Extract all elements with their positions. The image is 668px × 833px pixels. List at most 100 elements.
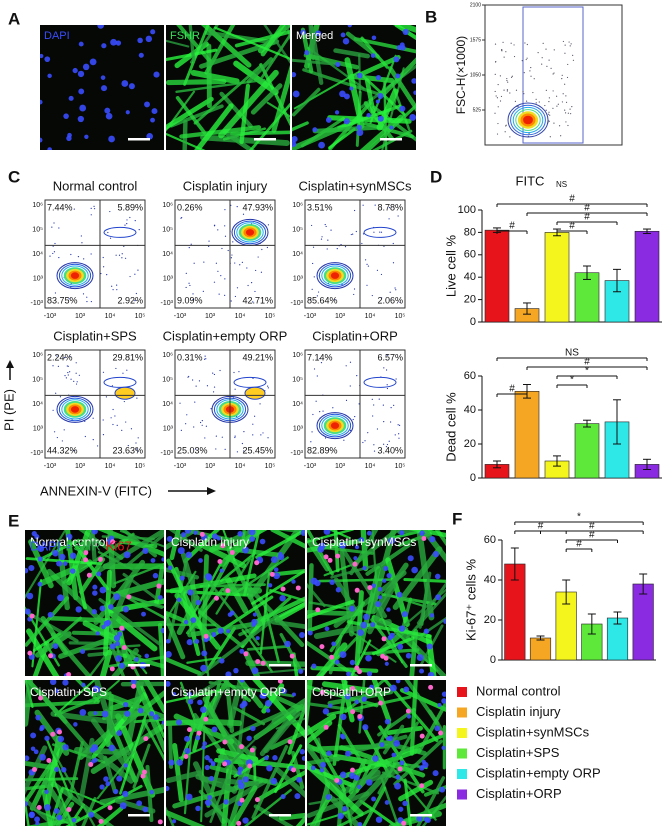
event xyxy=(138,437,139,438)
nucleus xyxy=(137,38,143,44)
quadrant-value: 3.40% xyxy=(377,445,403,455)
event xyxy=(569,41,570,42)
significance: # xyxy=(538,521,544,532)
quadrant-value: 9.09% xyxy=(177,295,203,305)
event xyxy=(194,401,195,402)
ki67 xyxy=(240,798,245,803)
event xyxy=(121,430,122,431)
y-tick-label: 40 xyxy=(464,271,476,283)
event xyxy=(366,285,367,286)
legend-label: Cisplatin+ORP xyxy=(476,786,562,801)
nucleus xyxy=(256,636,260,640)
nucleus xyxy=(357,73,363,79)
nucleus xyxy=(108,604,114,610)
nucleus xyxy=(397,592,403,598)
nucleus xyxy=(120,802,127,809)
event xyxy=(310,441,311,442)
y-tick-label: 20 xyxy=(464,294,476,306)
nucleus xyxy=(362,566,366,570)
event xyxy=(81,242,82,243)
contour xyxy=(331,423,338,429)
event xyxy=(514,56,515,57)
ki67 xyxy=(57,729,62,734)
nucleus xyxy=(101,43,106,48)
nucleus xyxy=(195,806,201,812)
nucleus xyxy=(124,763,128,767)
y-tick-label: 1575 xyxy=(470,37,481,43)
nucleus xyxy=(96,631,100,635)
event xyxy=(539,101,540,102)
nucleus xyxy=(296,777,302,783)
event xyxy=(231,300,232,301)
nucleus xyxy=(266,708,270,712)
y-tick-label: 40 xyxy=(484,574,496,586)
event xyxy=(200,422,201,423)
legend-label: Cisplatin+empty ORP xyxy=(476,765,601,780)
ki67 xyxy=(46,758,51,763)
ki67 xyxy=(214,596,219,601)
nucleus xyxy=(165,651,172,658)
event xyxy=(260,434,261,435)
event xyxy=(192,293,193,294)
event xyxy=(509,136,510,137)
nucleus xyxy=(433,770,439,776)
plot-title: Cisplatin+ORP xyxy=(312,328,398,343)
nucleus xyxy=(246,736,251,741)
plot-frame xyxy=(45,200,145,308)
x-tick-label: 10⁵ xyxy=(135,313,146,320)
legend-swatch xyxy=(457,687,467,697)
ki67 xyxy=(158,819,163,824)
nucleus xyxy=(97,22,104,29)
ki67 xyxy=(142,770,147,775)
nucleus xyxy=(372,36,377,41)
nucleus xyxy=(298,669,303,674)
y-tick-label: 20 xyxy=(484,614,496,626)
event xyxy=(399,425,400,426)
nucleus xyxy=(211,632,216,637)
event xyxy=(379,399,380,400)
ki67 xyxy=(421,536,426,541)
nucleus xyxy=(402,611,408,617)
nucleus xyxy=(341,32,346,37)
event xyxy=(398,433,399,434)
event xyxy=(373,444,374,445)
ki67 xyxy=(270,572,275,577)
legend-swatch xyxy=(457,790,467,800)
legend-swatch xyxy=(457,708,467,718)
y-tick-label: -10³ xyxy=(161,300,174,307)
nucleus xyxy=(429,536,435,542)
event xyxy=(326,226,327,227)
nucleus xyxy=(378,595,382,599)
event xyxy=(136,293,137,294)
ki67 xyxy=(203,717,208,722)
ki67 xyxy=(281,586,286,591)
event xyxy=(321,239,322,240)
nucleus xyxy=(150,118,155,123)
nucleus xyxy=(152,108,158,114)
nucleus xyxy=(240,678,245,683)
nucleus xyxy=(113,789,118,794)
y-tick-label: 10⁵ xyxy=(162,376,173,383)
ki67 xyxy=(398,766,403,771)
nucleus xyxy=(375,601,381,607)
ki67 xyxy=(197,731,202,736)
event xyxy=(398,215,399,216)
nucleus xyxy=(366,779,373,786)
ki67 xyxy=(324,554,329,559)
event xyxy=(503,90,504,91)
event xyxy=(225,449,226,450)
ki67 xyxy=(315,607,320,612)
event xyxy=(189,285,190,286)
nucleus xyxy=(76,606,82,612)
quadrant-value: 7.44% xyxy=(47,202,73,212)
nucleus xyxy=(180,575,185,580)
nucleus xyxy=(92,585,97,590)
event xyxy=(346,400,347,401)
event xyxy=(395,434,396,435)
plot-title: Cisplatin+synMSCs xyxy=(298,178,412,193)
event xyxy=(311,431,312,432)
y-tick-label: 100 xyxy=(458,204,476,216)
event xyxy=(559,125,560,126)
ki67 xyxy=(419,783,424,788)
event xyxy=(224,278,225,279)
